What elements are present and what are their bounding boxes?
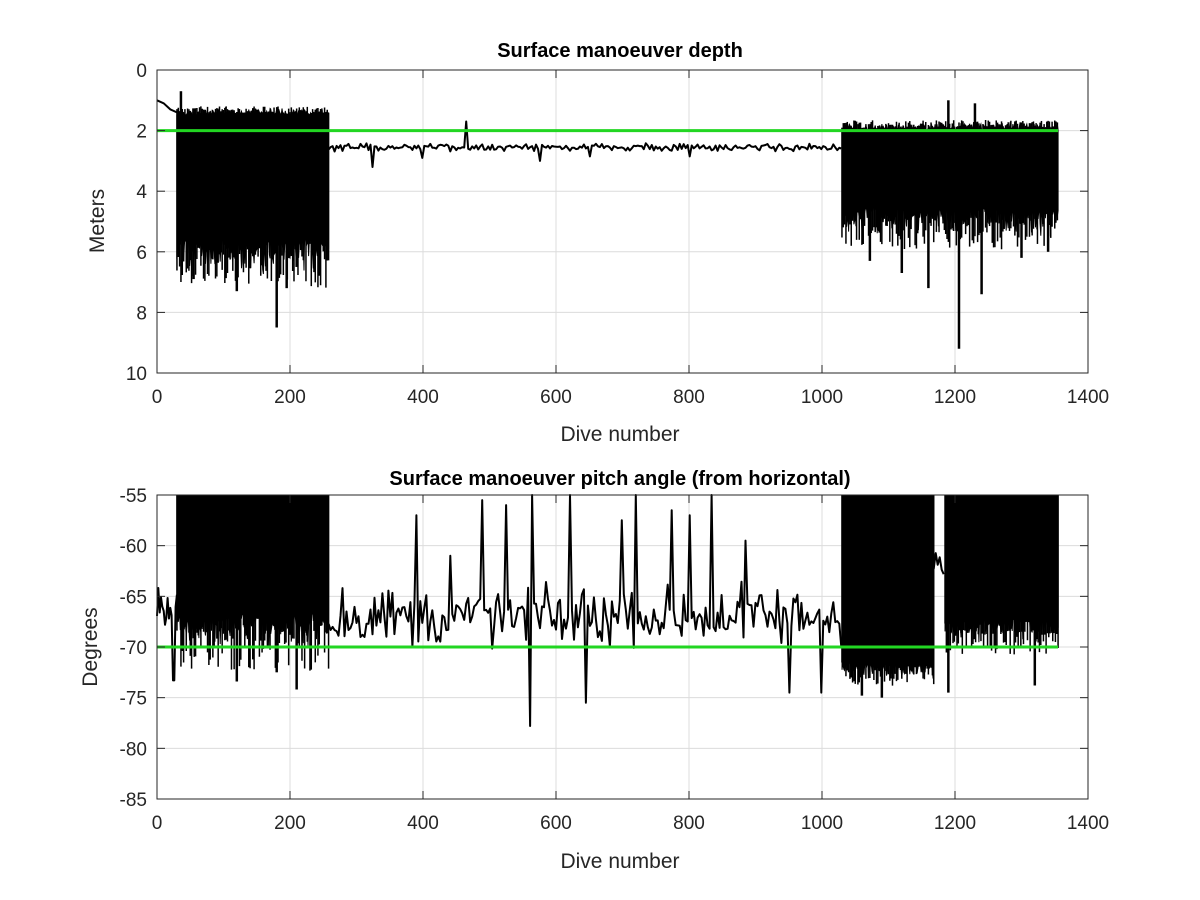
pitch-x-tick-label: 0	[152, 813, 163, 834]
pitch-y-tick-label: -60	[120, 537, 147, 558]
depth-y-tick-label: 4	[136, 182, 147, 203]
depth-plot: 0 200 400 600 800 1000 1200 1400 0 2 4 6 8 10 Surfac…	[86, 40, 1109, 446]
depth-x-tick-label: 800	[673, 387, 705, 408]
pitch-x-ticks: 0 200 400 600 800 1000 1200 1400	[152, 495, 1109, 834]
depth-y-ticks: 0 2 4 6 8 10	[126, 61, 1088, 385]
depth-x-tick-label: 0	[152, 387, 163, 408]
depth-x-axis-label: Dive number	[560, 423, 679, 446]
depth-x-tick-label: 200	[274, 387, 306, 408]
depth-x-tick-label: 600	[540, 387, 572, 408]
pitch-x-tick-label: 1000	[801, 813, 843, 834]
pitch-x-tick-label: 1200	[934, 813, 976, 834]
depth-x-tick-label: 1200	[934, 387, 976, 408]
pitch-y-ticks: -55 -60 -65 -70 -75 -80 -85	[120, 486, 1088, 811]
depth-x-tick-label: 1400	[1067, 387, 1109, 408]
pitch-y-tick-label: -75	[120, 689, 147, 710]
pitch-x-tick-label: 600	[540, 813, 572, 834]
depth-x-ticks: 0 200 400 600 800 1000 1200 1400	[152, 70, 1109, 408]
depth-x-tick-label: 1000	[801, 387, 843, 408]
pitch-y-tick-label: -55	[120, 486, 147, 507]
depth-x-tick-label: 400	[407, 387, 439, 408]
depth-y-tick-label: 8	[136, 303, 147, 324]
depth-series	[156, 91, 1059, 349]
pitch-y-tick-label: -85	[120, 790, 147, 811]
depth-y-tick-label: 6	[136, 243, 147, 264]
depth-series-line	[156, 99, 178, 114]
depth-chart-title: Surface manoeuver depth	[497, 40, 743, 62]
pitch-x-tick-label: 200	[274, 813, 306, 834]
pitch-y-tick-label: -80	[120, 739, 147, 760]
depth-series-line	[327, 120, 842, 168]
pitch-y-axis-label: Degrees	[79, 607, 102, 686]
pitch-x-tick-label: 1400	[1067, 813, 1109, 834]
pitch-y-tick-label: -70	[120, 638, 147, 659]
depth-y-axis-label: Meters	[86, 189, 109, 253]
depth-plot-frame	[156, 69, 1089, 374]
pitch-series-line	[156, 587, 178, 682]
pitch-y-tick-label: -65	[120, 587, 147, 608]
pitch-plot: 0 200 400 600 800 1000 1200 1400 -55 -60 -65 -70 -7…	[79, 468, 1109, 873]
depth-y-tick-label: 2	[136, 122, 147, 143]
depth-y-tick-label: 0	[136, 61, 147, 82]
pitch-x-tick-label: 800	[673, 813, 705, 834]
pitch-series-line	[932, 552, 945, 575]
pitch-chart-title: Surface manoeuver pitch angle (from hori…	[389, 468, 850, 490]
pitch-x-tick-label: 400	[407, 813, 439, 834]
pitch-x-axis-label: Dive number	[560, 850, 679, 873]
pitch-series	[156, 494, 1059, 727]
depth-y-tick-label: 10	[126, 364, 147, 385]
